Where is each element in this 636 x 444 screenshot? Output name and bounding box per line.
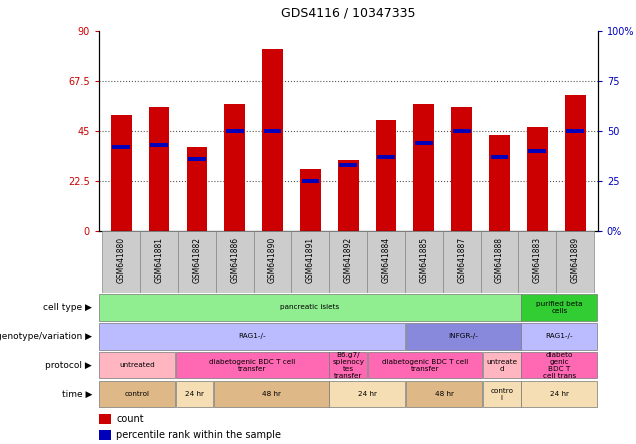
Text: untreate
d: untreate d — [487, 359, 518, 372]
Bar — [405, 231, 443, 293]
Bar — [522, 294, 597, 321]
Bar — [529, 149, 546, 153]
Bar — [413, 104, 434, 231]
Text: GSM641887: GSM641887 — [457, 237, 466, 283]
Bar — [149, 107, 170, 231]
Text: purified beta
cells: purified beta cells — [536, 301, 583, 314]
Text: diabetogenic BDC T cell
transfer: diabetogenic BDC T cell transfer — [382, 359, 468, 372]
Text: GSM641888: GSM641888 — [495, 237, 504, 283]
Bar — [368, 352, 482, 378]
Text: diabeto
genic
BDC T
cell trans: diabeto genic BDC T cell trans — [543, 352, 576, 379]
Bar — [178, 231, 216, 293]
Bar — [329, 352, 367, 378]
Text: GSM641885: GSM641885 — [419, 237, 429, 283]
Bar — [186, 147, 207, 231]
Bar — [262, 49, 283, 231]
Text: GDS4116 / 10347335: GDS4116 / 10347335 — [281, 7, 415, 20]
Bar — [518, 231, 556, 293]
Bar — [406, 323, 521, 349]
Text: time ▶: time ▶ — [62, 389, 92, 399]
Text: GSM641881: GSM641881 — [155, 237, 163, 283]
Bar — [452, 107, 472, 231]
Bar — [367, 231, 405, 293]
Bar — [406, 381, 482, 407]
Text: control: control — [125, 391, 149, 397]
Bar — [214, 381, 329, 407]
Bar — [522, 352, 597, 378]
Text: RAG1-/-: RAG1-/- — [238, 333, 266, 339]
Bar — [226, 129, 244, 133]
Bar — [483, 381, 521, 407]
Bar — [301, 179, 319, 183]
Bar — [338, 160, 359, 231]
Text: contro
l: contro l — [490, 388, 513, 400]
Bar — [102, 231, 140, 293]
Bar — [99, 381, 175, 407]
Text: count: count — [116, 414, 144, 424]
Text: GSM641890: GSM641890 — [268, 237, 277, 283]
Bar — [453, 129, 471, 133]
Bar — [329, 231, 367, 293]
Bar — [111, 115, 132, 231]
Text: 48 hr: 48 hr — [435, 391, 453, 397]
Bar — [176, 381, 214, 407]
Text: GSM641889: GSM641889 — [570, 237, 579, 283]
Bar — [99, 323, 405, 349]
Text: GSM641884: GSM641884 — [382, 237, 391, 283]
Bar — [377, 155, 395, 159]
Text: GSM641883: GSM641883 — [533, 237, 542, 283]
Bar — [566, 129, 584, 133]
Text: untreated: untreated — [119, 362, 155, 368]
Bar — [140, 231, 178, 293]
Text: 24 hr: 24 hr — [358, 391, 377, 397]
Bar — [99, 414, 111, 424]
Bar — [150, 143, 168, 147]
Text: percentile rank within the sample: percentile rank within the sample — [116, 430, 281, 440]
Bar — [527, 127, 548, 231]
Bar — [300, 169, 321, 231]
Text: INFGR-/-: INFGR-/- — [448, 333, 478, 339]
Text: pancreatic islets: pancreatic islets — [280, 305, 340, 310]
Text: RAG1-/-: RAG1-/- — [546, 333, 573, 339]
Bar — [99, 294, 521, 321]
Bar — [489, 135, 510, 231]
Text: GSM641892: GSM641892 — [343, 237, 353, 283]
Bar — [415, 141, 432, 145]
Bar — [264, 129, 281, 133]
Text: GSM641880: GSM641880 — [117, 237, 126, 283]
Bar — [556, 231, 594, 293]
Bar — [113, 145, 130, 149]
Bar — [522, 323, 597, 349]
Bar — [291, 231, 329, 293]
Text: cell type ▶: cell type ▶ — [43, 303, 92, 312]
Bar — [188, 157, 206, 161]
Bar — [99, 430, 111, 440]
Text: diabetogenic BDC T cell
transfer: diabetogenic BDC T cell transfer — [209, 359, 295, 372]
Bar — [225, 104, 245, 231]
Text: GSM641886: GSM641886 — [230, 237, 239, 283]
Bar — [522, 381, 597, 407]
Bar — [216, 231, 254, 293]
Bar — [483, 352, 521, 378]
Bar — [481, 231, 518, 293]
Text: B6.g7/
splenocy
tes
transfer: B6.g7/ splenocy tes transfer — [332, 352, 364, 379]
Bar — [376, 120, 396, 231]
Text: genotype/variation ▶: genotype/variation ▶ — [0, 332, 92, 341]
Text: 24 hr: 24 hr — [185, 391, 204, 397]
Text: 24 hr: 24 hr — [550, 391, 569, 397]
Bar — [443, 231, 481, 293]
Text: protocol ▶: protocol ▶ — [45, 361, 92, 370]
Bar — [565, 95, 586, 231]
Bar — [176, 352, 329, 378]
Bar — [99, 352, 175, 378]
Bar — [490, 155, 508, 159]
Text: GSM641882: GSM641882 — [193, 237, 202, 283]
Bar — [340, 163, 357, 167]
Bar — [254, 231, 291, 293]
Text: 48 hr: 48 hr — [262, 391, 281, 397]
Text: GSM641891: GSM641891 — [306, 237, 315, 283]
Bar — [329, 381, 405, 407]
